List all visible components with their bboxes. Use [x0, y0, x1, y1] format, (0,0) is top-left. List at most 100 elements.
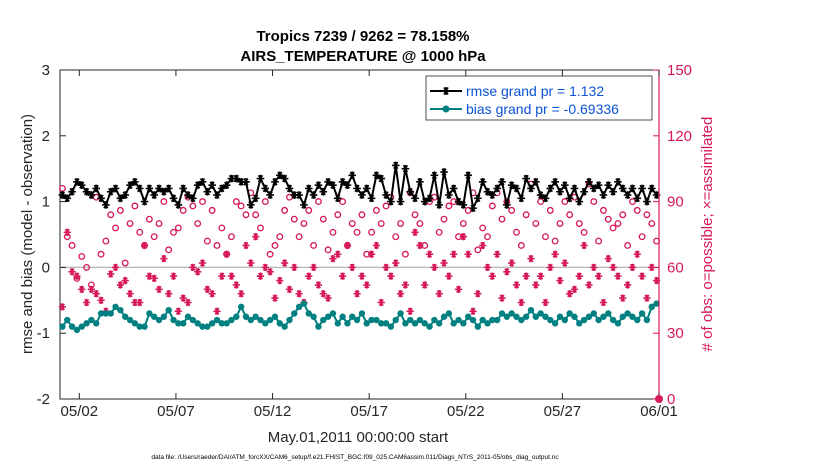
- assimilated-obs-point: [290, 263, 298, 271]
- assimilated-obs-point: [324, 294, 332, 302]
- possible-obs-point: [556, 220, 564, 227]
- rmse-point: [522, 174, 530, 183]
- y-left-tick-label: 0: [42, 259, 50, 276]
- bias-point: [392, 316, 399, 324]
- bias-point: [78, 323, 85, 330]
- bias-point: [614, 320, 622, 327]
- bias-point: [117, 306, 124, 314]
- possible-obs-point: [348, 220, 356, 227]
- rmse-point: [97, 194, 105, 203]
- y-right-tick-label: 150: [667, 62, 692, 79]
- assimilated-obs-point: [488, 272, 496, 280]
- rmse-point: [585, 178, 593, 186]
- x-tick-label: 05/27: [544, 403, 582, 420]
- rmse-point: [314, 181, 323, 189]
- rmse-point: [445, 191, 453, 199]
- y-left-tick-label: -2: [37, 391, 50, 408]
- rmse-point: [536, 191, 545, 199]
- rmse-point: [541, 194, 550, 203]
- assimilated-obs-point: [174, 307, 182, 315]
- possible-obs-point: [614, 220, 622, 227]
- possible-obs-point: [397, 220, 405, 227]
- y-right-tick-label: 120: [667, 128, 692, 145]
- legend: rmse grand pr = 1.132 bias grand pr = -0…: [425, 75, 653, 121]
- bias-point: [112, 303, 119, 311]
- bias-point: [532, 313, 540, 320]
- rmse-point: [633, 194, 642, 203]
- bias-point: [431, 316, 438, 324]
- assimilated-obs-point: [585, 281, 593, 289]
- bias-point: [638, 310, 646, 317]
- legend-rmse-marker: [442, 87, 450, 95]
- bias-point: [629, 313, 636, 320]
- bias-point: [305, 310, 312, 317]
- possible-obs-point: [595, 237, 603, 245]
- rmse-point: [469, 204, 477, 212]
- y-right-tick-label: 90: [667, 194, 684, 211]
- assimilated-obs-point: [58, 303, 67, 311]
- bias-point: [266, 316, 274, 324]
- bias-point: [295, 303, 303, 311]
- rmse-point: [247, 201, 255, 209]
- y-left-tick-label: 1: [42, 194, 50, 211]
- possible-obs-point: [382, 202, 390, 210]
- rmse-point: [517, 194, 526, 203]
- rmse-point: [507, 181, 516, 189]
- assimilated-obs-point: [73, 272, 81, 280]
- assimilated-obs-point: [189, 263, 197, 271]
- bias-point: [648, 303, 655, 311]
- possible-obs-point: [575, 220, 583, 227]
- rmse-point: [406, 187, 415, 196]
- assimilated-obs-point: [469, 307, 477, 315]
- possible-obs-point: [392, 233, 400, 241]
- rmse-point: [280, 174, 289, 183]
- rmse-point: [275, 171, 284, 180]
- bias-point: [194, 320, 201, 327]
- rmse-point: [411, 194, 419, 203]
- possible-obs-point: [102, 237, 110, 245]
- rmse-point: [532, 178, 540, 186]
- bias-point: [160, 313, 168, 320]
- legend-rmse-marker-glyph: [442, 87, 450, 95]
- bias-point: [590, 310, 597, 317]
- possible-obs-point: [401, 250, 409, 258]
- possible-obs-point: [203, 237, 211, 245]
- bias-point: [93, 320, 100, 327]
- rmse-point: [580, 187, 588, 196]
- rmse-point: [604, 181, 613, 189]
- rmse-point: [647, 184, 656, 193]
- possible-obs-point: [290, 215, 298, 223]
- rmse-point: [145, 184, 154, 193]
- assimilated-obs-point: [358, 272, 366, 280]
- assimilated-obs-point: [338, 272, 347, 280]
- x-tick-label: 05/12: [254, 403, 292, 420]
- rmse-point: [454, 197, 463, 206]
- bias-point: [310, 313, 317, 320]
- bias-point: [276, 320, 283, 327]
- x-tick-label: 05/22: [447, 403, 485, 420]
- rmse-point: [556, 187, 564, 196]
- possible-obs-point: [339, 198, 347, 206]
- assimilated-obs-point: [208, 290, 216, 298]
- rmse-point: [150, 191, 158, 199]
- assimilated-obs-point: [382, 263, 390, 271]
- bias-point: [68, 323, 76, 330]
- possible-obs-point: [484, 233, 491, 241]
- possible-obs-point: [213, 242, 221, 249]
- x-axis-label: May.01,2011 00:00:00 start: [268, 429, 449, 446]
- bias-point: [595, 316, 602, 324]
- assimilated-obs-point: [252, 233, 260, 241]
- rmse-point: [203, 187, 212, 196]
- possible-obs-point: [189, 202, 197, 210]
- bias-point: [387, 323, 395, 330]
- rmse-point: [58, 191, 67, 199]
- rmse-point: [169, 194, 178, 203]
- possible-obs-point: [329, 228, 337, 236]
- possible-obs-point: [165, 246, 173, 254]
- rmse-point: [488, 191, 497, 199]
- legend-box: [425, 75, 653, 121]
- possible-obs-point: [145, 215, 153, 223]
- assimilated-obs-point: [150, 274, 158, 282]
- bias-point: [257, 316, 264, 324]
- bias-point: [634, 316, 641, 324]
